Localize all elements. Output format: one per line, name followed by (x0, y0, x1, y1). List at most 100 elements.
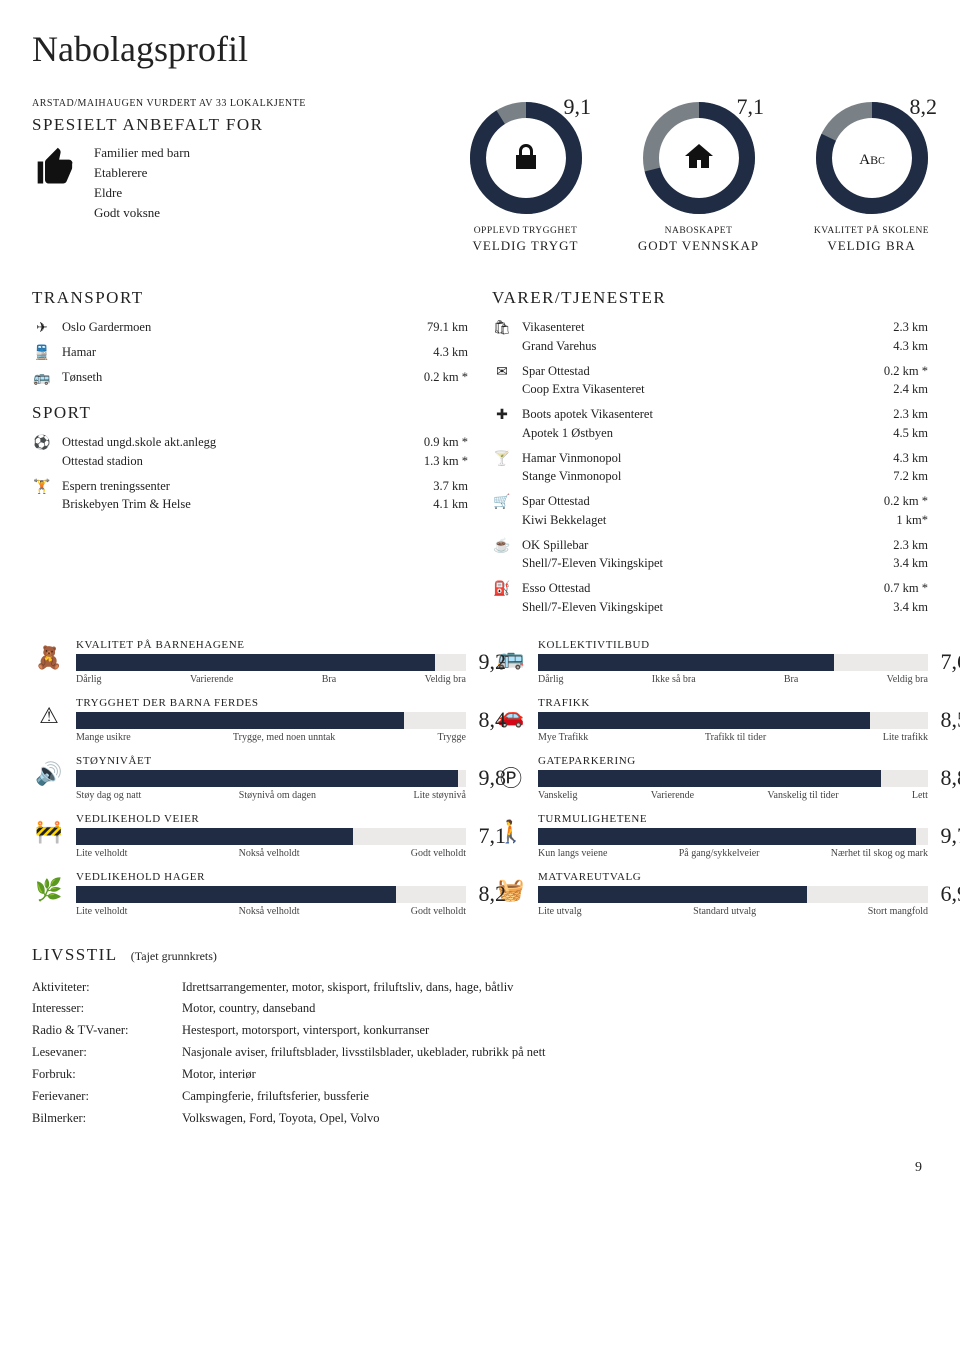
poi-distance: 0.7 km * (874, 579, 928, 598)
recommended-item: Eldre (94, 183, 190, 203)
bar-title: VEDLIKEHOLD VEIER (76, 813, 466, 825)
list-item: ☕OK Spillebar2.3 kmShell/7-Eleven Viking… (492, 536, 928, 574)
bar-scale-label: Trafikk til tider (705, 732, 766, 743)
livsstil-row: Radio & TV-vaner:Hestesport, motorsport,… (32, 1020, 928, 1042)
bar-scale-label: Stort mangfold (868, 906, 928, 917)
right-list-col: VARER/TJENESTER 🛍Vikasenteret2.3 kmGrand… (492, 282, 928, 623)
livsstil-row: Lesevaner:Nasjonale aviser, friluftsblad… (32, 1042, 928, 1064)
bars-right: 🚌 KOLLEKTIVTILBUD DårligIkke så braBraVe… (494, 639, 928, 929)
recommended-item: Etablerere (94, 163, 190, 183)
bar-scale-label: Nokså velholdt (239, 848, 300, 859)
donut-bottom-label: VELDIG TRYGT (448, 238, 603, 254)
list-item: 🏋Espern treningssenter3.7 kmBriskebyen T… (32, 477, 468, 515)
livsstil-heading: LIVSSTIL (32, 945, 117, 964)
poi-distance: 0.2 km * (874, 362, 928, 381)
list-item: 🛒Spar Ottestad0.2 km *Kiwi Bekkelaget1 k… (492, 492, 928, 530)
recommended-item: Familier med barn (94, 143, 190, 163)
bar-title: MATVAREUTVALG (538, 871, 928, 883)
list-item: 🚌Tønseth0.2 km * (32, 368, 468, 387)
bar-scale-label: Trygge (437, 732, 466, 743)
donut-row: 9,1 OPPLEVD TRYGGHET VELDIG TRYGT 7,1 NA… (448, 98, 949, 254)
poi-name: Ottestad ungd.skole akt.anlegg (62, 433, 216, 452)
bar-track (538, 886, 928, 903)
category-icon: ☕ (492, 538, 512, 555)
bar-track (538, 770, 928, 787)
donut-lock: 9,1 OPPLEVD TRYGGHET VELDIG TRYGT (448, 98, 603, 254)
bar-scale-label: Mye Trafikk (538, 732, 588, 743)
list-item: ✚Boots apotek Vikasenteret2.3 kmApotek 1… (492, 405, 928, 443)
donut-house: 7,1 NABOSKAPET GODT VENNSKAP (621, 98, 776, 254)
bar-scale-label: Kun langs veiene (538, 848, 607, 859)
bar-score: 9,8 (479, 765, 507, 791)
bar-scale-label: Støynivå om dagen (239, 790, 316, 801)
bar-score: 9,7 (941, 823, 960, 849)
bar-title: GATEPARKERING (538, 755, 928, 767)
recommended-list: Familier med barn Etablerere Eldre Godt … (94, 143, 190, 224)
bar-fill (538, 712, 870, 729)
list-item: 🚆Hamar4.3 km (32, 343, 468, 362)
bar-track (76, 654, 466, 671)
poi-distance: 7.2 km (883, 467, 928, 486)
poi-name: Grand Varehus (522, 337, 596, 356)
bar-scale-label: Nærhet til skog og mark (831, 848, 928, 859)
page-title: Nabolagsprofil (32, 28, 928, 70)
sport-items: ⚽Ottestad ungd.skole akt.anlegg0.9 km *O… (32, 433, 468, 514)
bar-fill (76, 712, 404, 729)
bar-icon: ⚠ (32, 703, 66, 729)
lists-section: TRANSPORT ✈Oslo Gardermoen79.1 km🚆Hamar4… (32, 282, 928, 623)
list-item: 🛍Vikasenteret2.3 kmGrand Varehus4.3 km (492, 318, 928, 356)
poi-name: Tønseth (62, 368, 102, 387)
poi-name: Hamar Vinmonopol (522, 449, 621, 468)
rating-bar: Ⓟ GATEPARKERING VanskeligVarierendeVansk… (494, 755, 928, 801)
livsstil-value: Campingferie, friluftsferier, bussferie (182, 1086, 928, 1108)
bar-scale-label: På gang/sykkelveier (679, 848, 760, 859)
poi-name: Stange Vinmonopol (522, 467, 621, 486)
poi-name: Spar Ottestad (522, 362, 590, 381)
livsstil-row: Ferievaner:Campingferie, friluftsferier,… (32, 1086, 928, 1108)
donut-bottom-label: VELDIG BRA (794, 238, 949, 254)
livsstil-row: Aktiviteter:Idrettsarrangementer, motor,… (32, 977, 928, 999)
livsstil-sub: (Tajet grunnkrets) (131, 949, 217, 963)
bar-track (538, 828, 928, 845)
poi-distance: 0.2 km * (874, 492, 928, 511)
bar-fill (76, 770, 458, 787)
bar-score: 8,2 (479, 881, 507, 907)
poi-name: Vikasenteret (522, 318, 584, 337)
poi-name: Apotek 1 Østbyen (522, 424, 613, 443)
bar-fill (76, 886, 396, 903)
bar-track (538, 654, 928, 671)
poi-name: Shell/7-Eleven Vikingskipet (522, 598, 663, 617)
livsstil-table: Aktiviteter:Idrettsarrangementer, motor,… (32, 977, 928, 1130)
livsstil-label: Lesevaner: (32, 1042, 182, 1064)
livsstil-row: Forbruk:Motor, interiør (32, 1064, 928, 1086)
poi-distance: 4.3 km (423, 343, 468, 362)
bar-fill (538, 886, 807, 903)
recommended-item: Godt voksne (94, 203, 190, 223)
poi-distance: 2.3 km (883, 318, 928, 337)
bar-scale-label: Bra (784, 674, 798, 685)
rating-bar: 🚧 VEDLIKEHOLD VEIER Lite velholdtNokså v… (32, 813, 466, 859)
thumbs-up-icon (32, 143, 80, 191)
bar-fill (538, 770, 881, 787)
poi-distance: 1 km* (886, 511, 928, 530)
transport-heading: TRANSPORT (32, 288, 468, 308)
poi-name: Kiwi Bekkelaget (522, 511, 606, 530)
poi-distance: 4.3 km (883, 449, 928, 468)
bar-scale-label: Lite velholdt (76, 848, 127, 859)
bar-scale-label: Lett (912, 790, 928, 801)
bar-scale-label: Varierende (190, 674, 233, 685)
bar-score: 7,6 (941, 649, 960, 675)
poi-name: Boots apotek Vikasenteret (522, 405, 653, 424)
rating-bar: ⚠ TRYGGHET DER BARNA FERDES Mange usikre… (32, 697, 466, 743)
poi-name: Briskebyen Trim & Helse (62, 495, 191, 514)
bar-scale-label: Ikke så bra (652, 674, 696, 685)
poi-distance: 0.2 km * (414, 368, 468, 387)
poi-name: Oslo Gardermoen (62, 318, 151, 337)
left-list-col: TRANSPORT ✈Oslo Gardermoen79.1 km🚆Hamar4… (32, 282, 468, 623)
poi-distance: 1.3 km * (414, 452, 468, 471)
livsstil-label: Forbruk: (32, 1064, 182, 1086)
bar-scale-label: Vanskelig (538, 790, 577, 801)
bar-track (76, 828, 466, 845)
category-icon: ✉ (492, 364, 512, 381)
rating-bar: 🧺 MATVAREUTVALG Lite utvalgStandard utva… (494, 871, 928, 917)
